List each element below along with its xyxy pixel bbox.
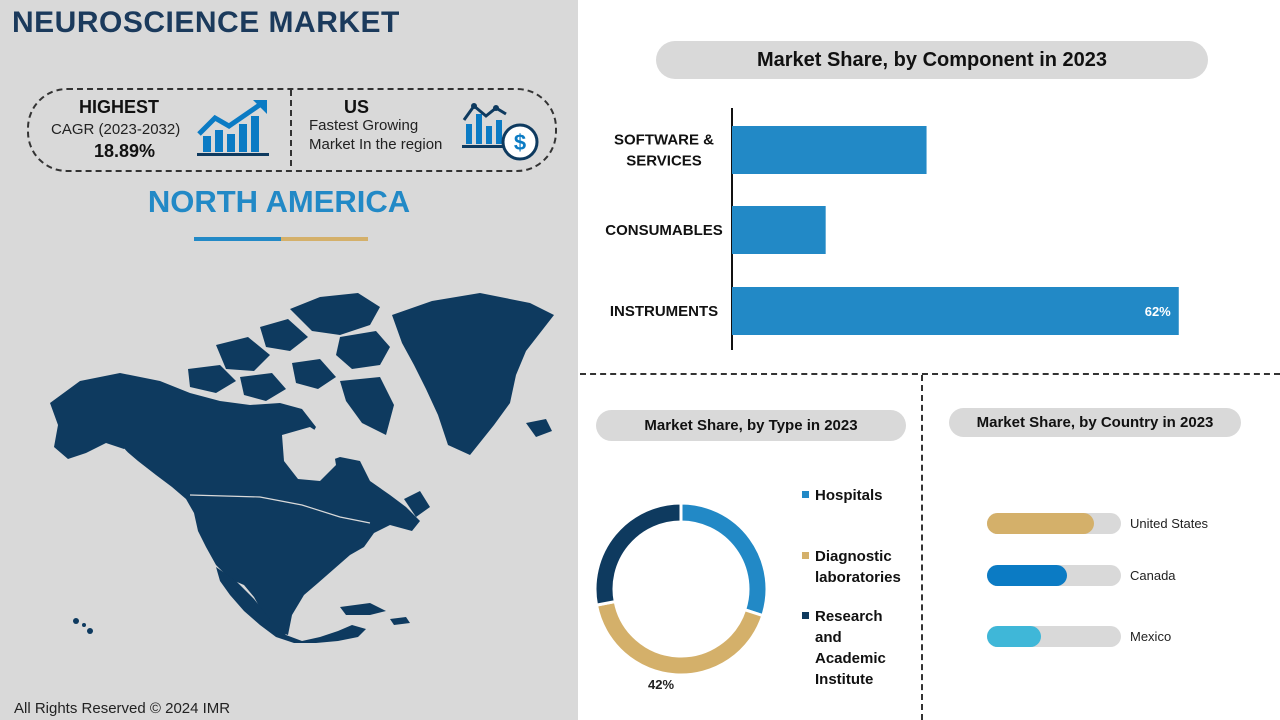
country-label: Canada [1130, 568, 1176, 583]
legend-swatch [802, 552, 809, 559]
legend-swatch [802, 491, 809, 498]
dollar-chart-icon: $ [462, 103, 539, 161]
component-data-label: 62% [1145, 304, 1171, 319]
country-chart-title: Market Share, by Country in 2023 [949, 408, 1241, 437]
highlight-box [27, 88, 557, 172]
country-bar-track [987, 626, 1121, 647]
vertical-divider [921, 375, 923, 720]
legend-label: Hospitals [815, 487, 883, 504]
component-bar-chart: SOFTWARE & SERVICES CONSUMABLES INSTRUMENTS… [605, 108, 1179, 350]
legend-label: Diagnostic laboratories [815, 548, 901, 586]
svg-text:$: $ [514, 130, 526, 155]
type-donut-slice [593, 501, 683, 607]
component-chart-title: Market Share, by Component in 2023 [656, 41, 1208, 79]
component-bar [732, 206, 826, 254]
legend-swatch [802, 612, 809, 619]
growing-line1: Fastest Growing [309, 117, 419, 134]
country-bar-fill [987, 513, 1095, 534]
region-name: NORTH AMERICA [147, 184, 411, 219]
page-title: NEUROSCIENCE MARKET [12, 6, 400, 39]
legend-label: Research and Academic Institute [815, 608, 886, 688]
component-bar [732, 126, 927, 174]
component-category-label: INSTRUMENTS [610, 303, 718, 320]
country-bar-fill [987, 565, 1068, 586]
copyright: All Rights Reserved © 2024 IMR [14, 700, 231, 717]
component-bar [732, 287, 1179, 335]
north-america-map [50, 293, 554, 643]
country-bar-fill [987, 626, 1041, 647]
growing-line2: Market In the region [309, 136, 443, 153]
type-donut-slice [679, 501, 769, 618]
highlight-divider [290, 90, 292, 166]
growing-heading: US [344, 97, 370, 117]
horizontal-divider [580, 373, 1280, 375]
type-donut-chart: 42% [593, 501, 769, 692]
highlight-heading: HIGHEST [79, 97, 160, 117]
type-donut-slice [594, 599, 765, 677]
component-category-label: SOFTWARE & SERVICES [614, 132, 714, 170]
component-category-label: CONSUMABLES [605, 222, 723, 239]
region-rule-gold [281, 237, 368, 241]
type-data-label: 42% [648, 677, 674, 692]
country-bar-track [987, 565, 1121, 586]
highlight-metric: CAGR (2023-2032) [51, 121, 181, 138]
country-label: Mexico [1130, 629, 1172, 644]
country-bar-track [987, 513, 1121, 534]
type-chart-title: Market Share, by Type in 2023 [596, 410, 906, 441]
growth-chart-icon [197, 100, 269, 156]
region-rule-blue [194, 237, 281, 241]
highlight-value: 18.89% [94, 141, 156, 161]
country-label: United States [1130, 516, 1209, 531]
